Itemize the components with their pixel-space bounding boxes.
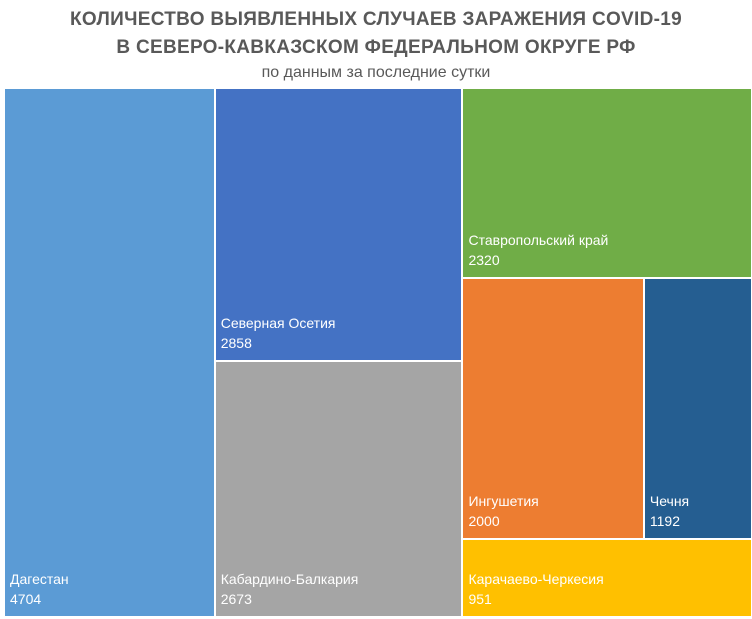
tile-label: Чечня 1192 — [650, 491, 689, 531]
tile-name-label: Северная Осетия — [220, 315, 336, 332]
tile-value-label: 4704 — [10, 591, 42, 607]
tile-value-label: 2320 — [468, 251, 500, 268]
tile-ингушетия: Ингушетия 2000 — [462, 277, 644, 540]
tile-value-label: 1192 — [649, 513, 680, 530]
tile-label: Ингушетия 2000 — [468, 491, 538, 531]
chart-title-line-2: В СЕВЕРО-КАВКАЗСКОМ ФЕДЕРАЛЬНОМ ОКРУГЕ Р… — [116, 37, 636, 58]
treemap-plot-area: Дагестан 4704 Северная Осетия 2858 Кабардино… — [0, 88, 752, 617]
tile-label: Кабардино-Балкария 2673 — [221, 569, 359, 609]
tile-label: Северная Осетия 2858 — [221, 313, 336, 353]
tile-label: Дагестан 4704 — [10, 569, 69, 609]
tile-северная-осетия: Северная Осетия 2858 — [214, 88, 463, 362]
tile-value-label: 951 — [468, 590, 492, 607]
tile-name-label: Карачаево-Черкесия — [468, 570, 604, 587]
tile-name-label: Ставропольский край — [468, 231, 609, 248]
tile-name-label: Кабардино-Балкария — [220, 570, 359, 587]
tile-name-label: Ингушетия — [468, 493, 539, 510]
tile-value-label: 2673 — [220, 590, 252, 607]
tile-name-label: Чечня — [649, 493, 690, 510]
tile-чечня: Чечня 1192 — [643, 277, 752, 540]
tile-ставропольский-край: Ставропольский край 2320 — [462, 88, 752, 278]
tile-label: Карачаево-Черкесия 951 — [468, 569, 603, 609]
tile-value-label: 2000 — [468, 513, 500, 530]
chart-title-line-1: КОЛИЧЕСТВО ВЫЯВЛЕННЫХ СЛУЧАЕВ ЗАРАЖЕНИЯ … — [70, 9, 682, 30]
tile-карачаево-черкесия: Карачаево-Черкесия 951 — [462, 539, 752, 617]
tile-value-label: 2858 — [220, 335, 252, 352]
tile-name-label: Дагестан — [10, 571, 69, 587]
tile-label: Ставропольский край 2320 — [468, 230, 608, 270]
chart-subtitle: по данным за последние сутки — [261, 64, 491, 81]
tile-дагестан: Дагестан 4704 — [4, 88, 215, 617]
tile-кабардино-балкария: Кабардино-Балкария 2673 — [214, 361, 463, 617]
